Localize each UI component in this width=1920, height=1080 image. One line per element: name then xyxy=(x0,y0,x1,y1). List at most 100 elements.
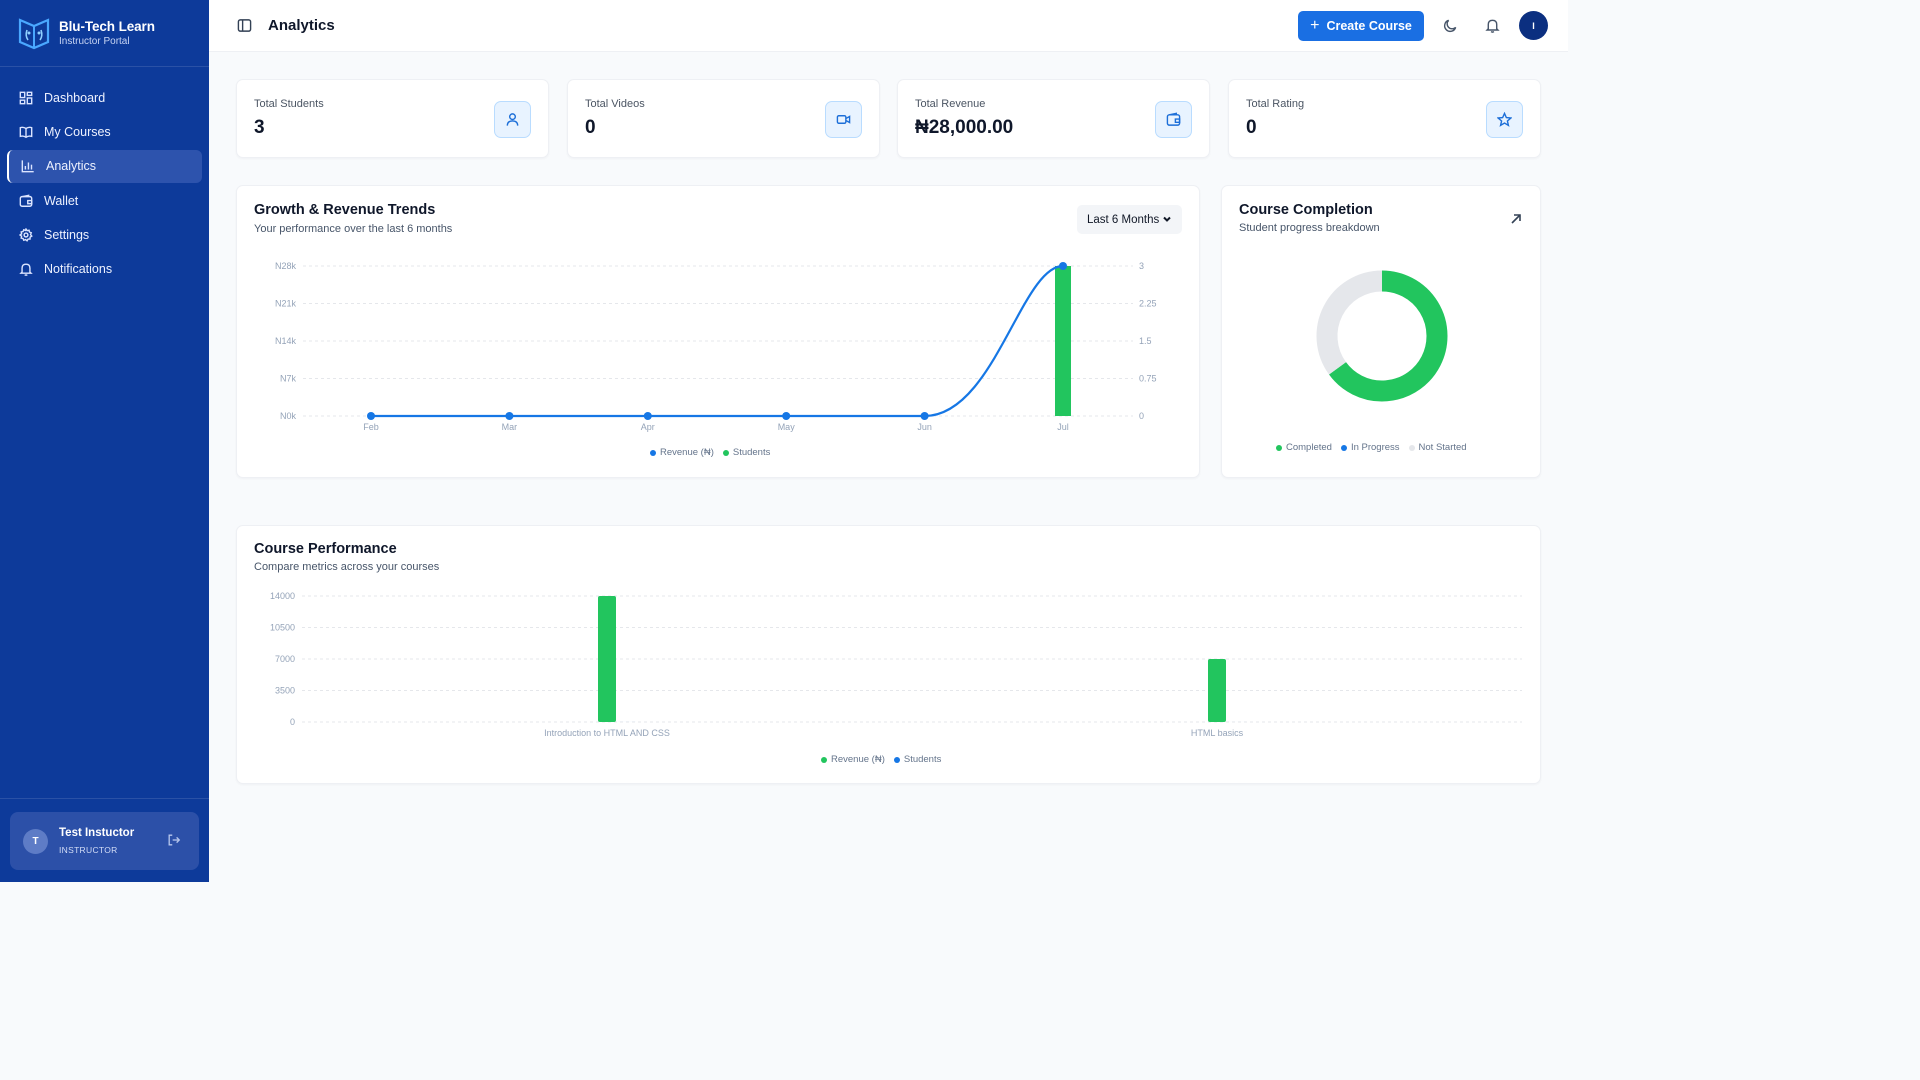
trends-legend: Revenue (₦) Students xyxy=(650,447,770,458)
revenue-line xyxy=(370,264,1064,418)
legend-dot xyxy=(650,449,656,456)
card-subtitle: Compare metrics across your courses xyxy=(254,561,440,573)
topbar: Analytics + Create Course I xyxy=(209,0,1568,52)
legend-item: Not Started xyxy=(1408,442,1467,453)
page-title: Analytics xyxy=(268,17,335,34)
sidebar-item-label: Dashboard xyxy=(44,90,106,105)
card-title: Course Completion xyxy=(1239,202,1373,218)
x-tick-label: Introduction to HTML AND CSS xyxy=(544,728,670,738)
y-tick-label-left: N14k xyxy=(275,336,297,346)
legend-item: In Progress xyxy=(1340,442,1400,453)
stat-value: 0 xyxy=(585,117,596,138)
sidebar-item-wallet[interactable]: Wallet xyxy=(7,184,202,217)
sidebar-item-notifications[interactable]: Notifications xyxy=(7,253,202,286)
performance-chart: 0 3500 7000 10500 14000 Introduction to HTML … xyxy=(270,591,1522,738)
legend-item: Completed xyxy=(1276,442,1332,453)
dashboard-icon xyxy=(19,91,33,104)
card-subtitle: Your performance over the last 6 months xyxy=(254,223,453,235)
stat-value: ₦28,000.00 xyxy=(915,117,1014,138)
revenue-point xyxy=(505,412,514,420)
range-select[interactable]: Last 6 Months xyxy=(1077,205,1182,234)
bar-students xyxy=(1055,266,1071,416)
logout-icon[interactable] xyxy=(167,833,181,847)
sidebar-item-analytics[interactable]: Analytics xyxy=(7,149,202,183)
bell-icon[interactable] xyxy=(1485,18,1500,33)
stat-card-rating: Total Rating 0 xyxy=(1228,79,1541,158)
avatar: T xyxy=(23,828,48,854)
card-title: Course Performance xyxy=(254,541,397,557)
gear-icon xyxy=(19,228,33,242)
expand-icon[interactable] xyxy=(1510,213,1522,225)
legend-dot xyxy=(722,449,729,456)
stat-value: 3 xyxy=(254,117,265,138)
y-tick-label: 14000 xyxy=(270,591,295,601)
completion-donut xyxy=(1316,270,1448,402)
y-tick-label-left: N21k xyxy=(275,299,297,309)
sidebar-item-my-courses[interactable]: My Courses xyxy=(7,115,202,148)
moon-icon[interactable] xyxy=(1443,18,1458,33)
x-tick-label: Feb xyxy=(363,422,379,432)
plus-icon: + xyxy=(1310,17,1320,34)
stat-label: Total Rating xyxy=(1246,98,1305,110)
stat-icon-box xyxy=(825,101,862,138)
revenue-point xyxy=(782,412,791,420)
range-select-value: Last 6 Months xyxy=(1087,213,1160,226)
stat-value: 0 xyxy=(1246,117,1257,138)
completion-legend: Completed In Progress Not Started xyxy=(1276,442,1467,453)
avatar[interactable]: I xyxy=(1519,11,1548,40)
sidebar-item-label: Notifications xyxy=(44,262,113,277)
sidebar: Blu-Tech Learn Instructor Portal Dashboa… xyxy=(0,0,209,882)
legend-dot xyxy=(893,756,900,763)
sidebar-item-settings[interactable]: Settings xyxy=(7,219,202,252)
completion-card: Course Completion Student progress break… xyxy=(1221,185,1541,478)
y-tick-label-left: N28k xyxy=(275,261,297,271)
stat-icon-box xyxy=(1486,101,1523,138)
y-tick-label-right: 3 xyxy=(1139,261,1144,271)
trends-card: Growth & Revenue Trends Your performance… xyxy=(236,185,1200,478)
bar-revenue xyxy=(1208,659,1226,722)
legend-label: Revenue (₦) xyxy=(831,754,885,765)
sidebar-item-dashboard[interactable]: Dashboard xyxy=(7,81,202,114)
sidebar-item-label: Wallet xyxy=(44,193,79,208)
revenue-point xyxy=(1059,262,1067,270)
legend-item: Students xyxy=(722,447,771,458)
x-tick-label: Jul xyxy=(1057,422,1069,432)
bell-icon xyxy=(19,263,33,277)
legend-label: Completed xyxy=(1286,442,1332,453)
stat-icon-box xyxy=(1155,101,1192,138)
stat-card-videos: Total Videos 0 xyxy=(567,79,880,158)
legend-item: Revenue (₦) xyxy=(821,754,885,765)
legend-dot xyxy=(1408,444,1415,451)
sidebar-toggle-icon[interactable] xyxy=(237,18,252,33)
user-icon xyxy=(506,113,519,126)
wallet-icon xyxy=(1166,112,1181,126)
legend-item: Revenue (₦) xyxy=(650,447,714,458)
card-title: Growth & Revenue Trends xyxy=(254,202,436,218)
legend-dot xyxy=(1340,444,1347,451)
sidebar-item-label: Analytics xyxy=(46,159,97,174)
user-card[interactable]: T Test Instuctor INSTRUCTOR xyxy=(10,812,199,870)
stat-label: Total Videos xyxy=(585,98,645,110)
legend-label: Students xyxy=(732,447,771,458)
user-role: INSTRUCTOR xyxy=(59,845,118,855)
y-tick-label-right: 0.75 xyxy=(1139,374,1157,384)
legend-dot xyxy=(821,756,827,763)
donut-slice xyxy=(1329,270,1448,402)
chevron-down-icon xyxy=(1163,216,1171,222)
legend-label: Revenue (₦) xyxy=(660,447,714,458)
brand-title: Blu-Tech Learn xyxy=(59,19,155,34)
legend-label: In Progress xyxy=(1350,442,1400,453)
brand-subtitle: Instructor Portal xyxy=(59,36,130,47)
create-course-button[interactable]: + Create Course xyxy=(1298,11,1424,41)
create-course-label: Create Course xyxy=(1326,19,1412,33)
star-icon xyxy=(1497,112,1512,127)
legend-label: Not Started xyxy=(1418,442,1467,453)
y-tick-label-right: 1.5 xyxy=(1139,336,1152,346)
logo-icon xyxy=(18,18,50,50)
y-tick-label: 0 xyxy=(290,717,295,727)
y-tick-label: 3500 xyxy=(275,686,295,696)
x-tick-label: Jun xyxy=(917,422,932,432)
brand[interactable]: Blu-Tech Learn Instructor Portal xyxy=(0,0,209,67)
performance-legend: Revenue (₦) Students xyxy=(821,754,941,765)
legend-label: Students xyxy=(903,754,942,765)
